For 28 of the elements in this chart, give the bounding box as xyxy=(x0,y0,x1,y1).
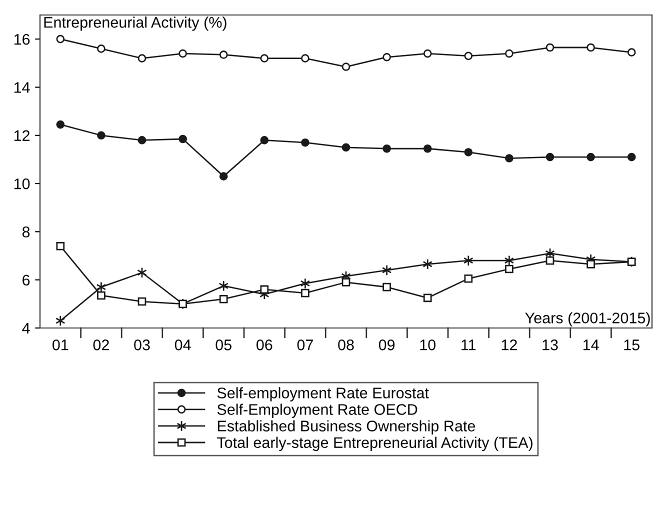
x-tick-label: 08 xyxy=(338,340,354,350)
legend-label: Self-Employment Rate OECD xyxy=(217,404,418,418)
x-tick-label: 07 xyxy=(297,340,313,350)
y-tick-label: 4 xyxy=(22,323,30,334)
x-tick-label: 06 xyxy=(256,340,272,350)
x-tick-label: 12 xyxy=(502,340,517,350)
x-tick-label: 10 xyxy=(420,340,436,350)
y-tick-label: 12 xyxy=(14,130,30,141)
x-tick-label: 03 xyxy=(134,340,150,350)
legend-label: Total early-stage Entrepreneurial Activity (TEA) xyxy=(217,436,532,452)
y-tick-label: 16 xyxy=(14,34,30,45)
x-tick-label: 09 xyxy=(378,340,395,350)
y-tick-label: 8 xyxy=(22,226,30,238)
x-tick-label: 04 xyxy=(174,340,191,350)
y-tick-label: 6 xyxy=(22,274,30,286)
x-tick-label: 02 xyxy=(93,340,109,350)
x-tick-label: 13 xyxy=(542,340,558,350)
y-axis-title: Entrepreneurial Activity (%) xyxy=(44,16,226,31)
x-tick-label: 14 xyxy=(583,340,599,350)
y-tick-label: 10 xyxy=(14,178,30,190)
x-tick-label: 11 xyxy=(462,340,476,350)
x-tick-label: 01 xyxy=(52,340,68,350)
legend-label: Established Business Ownership Rate xyxy=(218,420,476,434)
y-tick-label: 14 xyxy=(14,82,30,93)
x-tick-label: 05 xyxy=(216,340,232,350)
legend-label: Self-employment Rate Eurostat xyxy=(217,387,429,402)
x-axis-title: Years (2001-2015) xyxy=(525,312,650,326)
x-tick-label: 15 xyxy=(624,340,640,350)
